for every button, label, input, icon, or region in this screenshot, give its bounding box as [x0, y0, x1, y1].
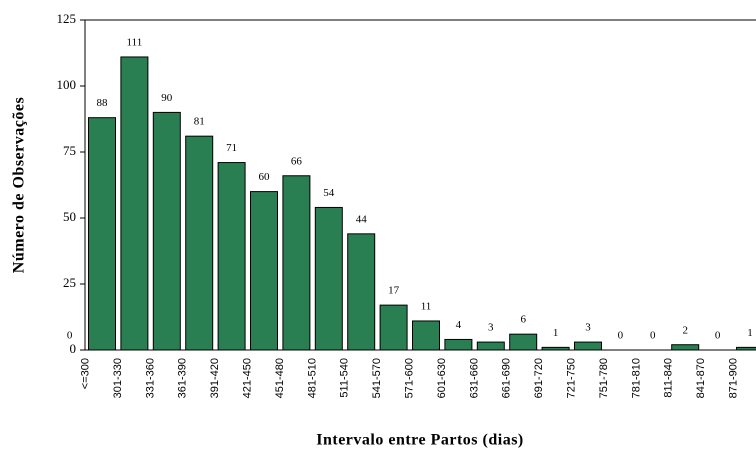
bar: [444, 338, 473, 351]
x-tick-label: 871-900: [728, 358, 740, 398]
y-tick-label: 50: [63, 209, 76, 224]
x-tick-label: 781-810: [630, 358, 642, 398]
value-label: 1: [747, 327, 753, 339]
y-axis-title: Número de Observações: [11, 97, 28, 273]
value-label: 6: [520, 314, 526, 326]
y-tick-label: 75: [63, 143, 76, 158]
value-label: 66: [291, 155, 303, 167]
bar: [541, 346, 570, 351]
x-tick-label: 391-420: [209, 358, 221, 398]
x-tick-label: 541-570: [371, 358, 383, 398]
x-tick-label: 331-360: [144, 358, 156, 398]
value-label: 0: [715, 330, 721, 342]
bar: [314, 206, 343, 351]
bar: [282, 175, 311, 351]
value-label: 54: [323, 187, 335, 199]
value-label: 81: [194, 116, 205, 128]
x-tick-label: 751-780: [598, 358, 610, 398]
x-tick-label: 571-600: [404, 358, 416, 398]
bar: [250, 191, 278, 351]
x-tick-label: 481-510: [306, 358, 318, 398]
y-tick-label: 25: [63, 275, 76, 290]
value-label: 111: [127, 36, 143, 48]
x-tick-label: 661-690: [501, 358, 513, 398]
x-tick-label: 301-330: [112, 358, 124, 398]
x-tick-label: 841-870: [695, 358, 707, 398]
bar: [476, 341, 505, 351]
value-label: 44: [356, 213, 368, 225]
value-label: 0: [618, 330, 624, 342]
x-tick-label: 451-480: [274, 358, 286, 398]
value-label: 3: [488, 322, 494, 334]
bar: [574, 341, 602, 351]
x-tick-label: 691-720: [533, 358, 545, 398]
y-tick-label: 100: [57, 77, 77, 92]
x-tick-label: 721-750: [566, 358, 578, 398]
value-label: 90: [161, 92, 173, 104]
value-label: 88: [97, 97, 109, 109]
value-label: 60: [259, 171, 271, 183]
bar: [120, 56, 149, 351]
value-label: 17: [388, 285, 400, 297]
x-tick-label: 511-540: [339, 358, 351, 398]
x-tick-label: 811-840: [663, 358, 675, 398]
x-tick-label: 631-660: [468, 358, 480, 398]
x-tick-label: 361-390: [177, 358, 189, 398]
value-label: 2: [682, 324, 688, 336]
bar: [152, 111, 181, 351]
value-label: 11: [421, 300, 432, 312]
value-label: 0: [67, 330, 73, 342]
bar: [379, 304, 408, 351]
bar: [185, 135, 214, 351]
x-tick-label: <=300: [80, 358, 92, 389]
y-tick-label: 125: [57, 11, 77, 26]
value-label: 1: [553, 327, 559, 339]
x-tick-label: 601-630: [436, 358, 448, 398]
bar: [412, 320, 440, 351]
bar: [509, 333, 538, 351]
bar: [671, 344, 700, 351]
value-label: 4: [456, 319, 462, 331]
y-tick-label: 0: [70, 341, 77, 356]
x-tick-label: 421-450: [242, 358, 254, 398]
value-label: 3: [585, 322, 591, 334]
bar: [736, 346, 756, 351]
bar: [347, 233, 376, 351]
bar: [88, 117, 116, 351]
bar: [217, 162, 246, 351]
value-label: 0: [650, 330, 656, 342]
value-label: 71: [226, 142, 237, 154]
x-axis-title: Intervalo entre Partos (dias): [316, 432, 524, 449]
